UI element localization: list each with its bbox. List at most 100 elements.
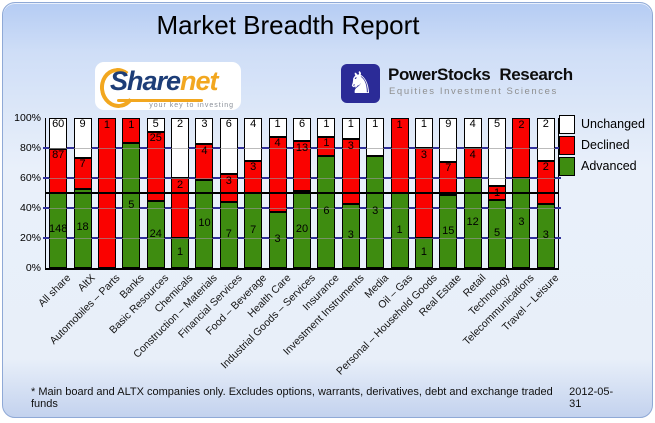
bar-gridline-overlay	[536, 178, 555, 179]
segment-count-label-declined: 3	[420, 148, 427, 161]
powerstocks-word1: PowerStocks	[388, 65, 491, 84]
bar-gridline-overlay	[536, 238, 555, 239]
bar-gridline-overlay	[171, 178, 190, 179]
x-axis-label: All share	[36, 272, 74, 310]
bar-gridline-overlay	[97, 178, 116, 179]
bar-gridline-overlay	[439, 148, 458, 149]
bar: 4 4 12	[463, 118, 482, 268]
chess-knight-icon: ♞	[341, 64, 380, 103]
segment-count-label-advanced: 3	[347, 228, 354, 241]
segment-count-label-advanced: 15	[442, 224, 455, 237]
segment-count-label-advanced: 5	[128, 198, 135, 211]
bar-gridline-overlay	[97, 208, 116, 209]
bar-segment-unchanged	[73, 118, 92, 158]
bar-gridline-overlay	[244, 208, 263, 209]
legend-swatch-unchanged	[559, 115, 575, 134]
segment-count-label-unchanged: 1	[274, 118, 281, 130]
fifty-percent-line	[46, 192, 558, 194]
segment-count-label-declined: 87	[52, 149, 65, 161]
segment-count-label-unchanged: 5	[152, 118, 159, 130]
y-axis-label: 20%	[19, 232, 41, 244]
bar-segment-unchanged	[536, 118, 555, 161]
bar-gridline-overlay	[195, 238, 214, 239]
bar-segment-advanced	[536, 203, 555, 268]
segment-count-label-declined: 4	[469, 148, 476, 161]
segment-count-label-advanced: 5	[493, 226, 501, 239]
bar-gridline-overlay	[146, 178, 165, 179]
bar-gridline-overlay	[268, 208, 287, 209]
bar-gridline-overlay	[195, 178, 214, 179]
bar-gridline-overlay	[488, 238, 507, 239]
segment-count-label-unchanged: 9	[445, 118, 452, 130]
bar-gridline-overlay	[195, 208, 214, 209]
bar-gridline-overlay	[268, 238, 287, 239]
segment-count-label-advanced: 20	[295, 222, 309, 235]
y-axis-label: 80%	[19, 142, 41, 154]
bar-gridline-overlay	[146, 238, 165, 239]
segment-count-label-declined: 2	[518, 118, 525, 131]
bar-gridline-overlay	[390, 148, 409, 149]
sharenet-word-net: net	[180, 66, 218, 96]
bar-gridline-overlay	[439, 178, 458, 179]
bar-gridline-overlay	[293, 238, 311, 239]
bar-gridline-overlay	[244, 238, 263, 239]
bar-segment-advanced	[122, 143, 141, 268]
bar-gridline-overlay	[122, 208, 141, 209]
bar-segment-declined	[341, 139, 360, 204]
bar-gridline-overlay	[463, 208, 482, 209]
bar: 515	[488, 118, 507, 268]
segment-count-label-declined: 3	[225, 174, 232, 187]
segment-count-label-declined: 3	[347, 139, 354, 152]
bar-gridline-overlay	[317, 178, 336, 179]
legend-swatch-advanced	[559, 157, 575, 176]
segment-count-label-advanced: 7	[250, 223, 257, 236]
segment-count-label-unchanged: 4	[469, 118, 476, 130]
segment-count-label-unchanged: 1	[420, 118, 427, 130]
bar-gridline-overlay	[219, 208, 238, 209]
segment-count-label-advanced: 148	[49, 223, 68, 236]
bar: 6 13 20	[293, 118, 311, 268]
bar-gridline-overlay	[122, 148, 141, 149]
bar-gridline-overlay	[317, 148, 336, 149]
bar-gridline-overlay	[366, 208, 385, 209]
bar-gridline-overlay	[439, 208, 458, 209]
bar-gridline-overlay	[463, 148, 482, 149]
segment-count-label-declined: 2	[542, 161, 549, 174]
bar-gridline-overlay	[414, 238, 433, 239]
market-breadth-chart: 0% 20% 40% 60% 80% 100% 60 87 148 9 7 18 1 1 5 5 25 24 2 2 1…	[3, 3, 655, 423]
bar-gridline-overlay	[49, 208, 68, 209]
segment-count-label-unchanged: 2	[177, 118, 184, 130]
bar-gridline-overlay	[463, 238, 482, 239]
segment-count-label-declined: 1	[396, 118, 403, 131]
segment-count-label-advanced: 3	[274, 232, 281, 245]
bar-segment-unchanged	[219, 118, 238, 175]
bar-gridline-overlay	[512, 208, 531, 209]
segment-count-label-advanced: 1	[420, 246, 427, 258]
bar-gridline-overlay	[536, 148, 555, 149]
bar-segment-unchanged	[268, 118, 287, 137]
report-card: Market Breadth Report Sharenet your key …	[2, 2, 653, 418]
bar-gridline-overlay	[390, 238, 409, 239]
powerstocks-wordmark: PowerStocks Research	[388, 65, 573, 85]
bar-gridline-overlay	[536, 208, 555, 209]
bar-segment-unchanged	[488, 118, 507, 187]
bar-gridline-overlay	[463, 178, 482, 179]
bar-gridline-overlay	[366, 148, 385, 149]
segment-count-label-advanced: 10	[198, 216, 211, 229]
segment-count-label-declined: 7	[445, 162, 452, 175]
powerstocks-word2: Research	[499, 65, 573, 84]
knight-glyph: ♞	[347, 66, 374, 100]
bar-gridline-overlay	[366, 178, 385, 179]
bar-gridline-overlay	[488, 178, 507, 179]
bar-segment-declined	[146, 131, 165, 202]
sharenet-word-share: Share	[110, 66, 181, 96]
segment-count-label-declined: 4	[274, 137, 281, 150]
bar-segment-unchanged	[463, 118, 482, 148]
footer: * Main board and ALTX companies only. Ex…	[31, 386, 624, 410]
bar-gridline-overlay	[414, 148, 433, 149]
bar-gridline-overlay	[488, 148, 507, 149]
sharenet-tagline: your key to investing	[149, 102, 234, 109]
